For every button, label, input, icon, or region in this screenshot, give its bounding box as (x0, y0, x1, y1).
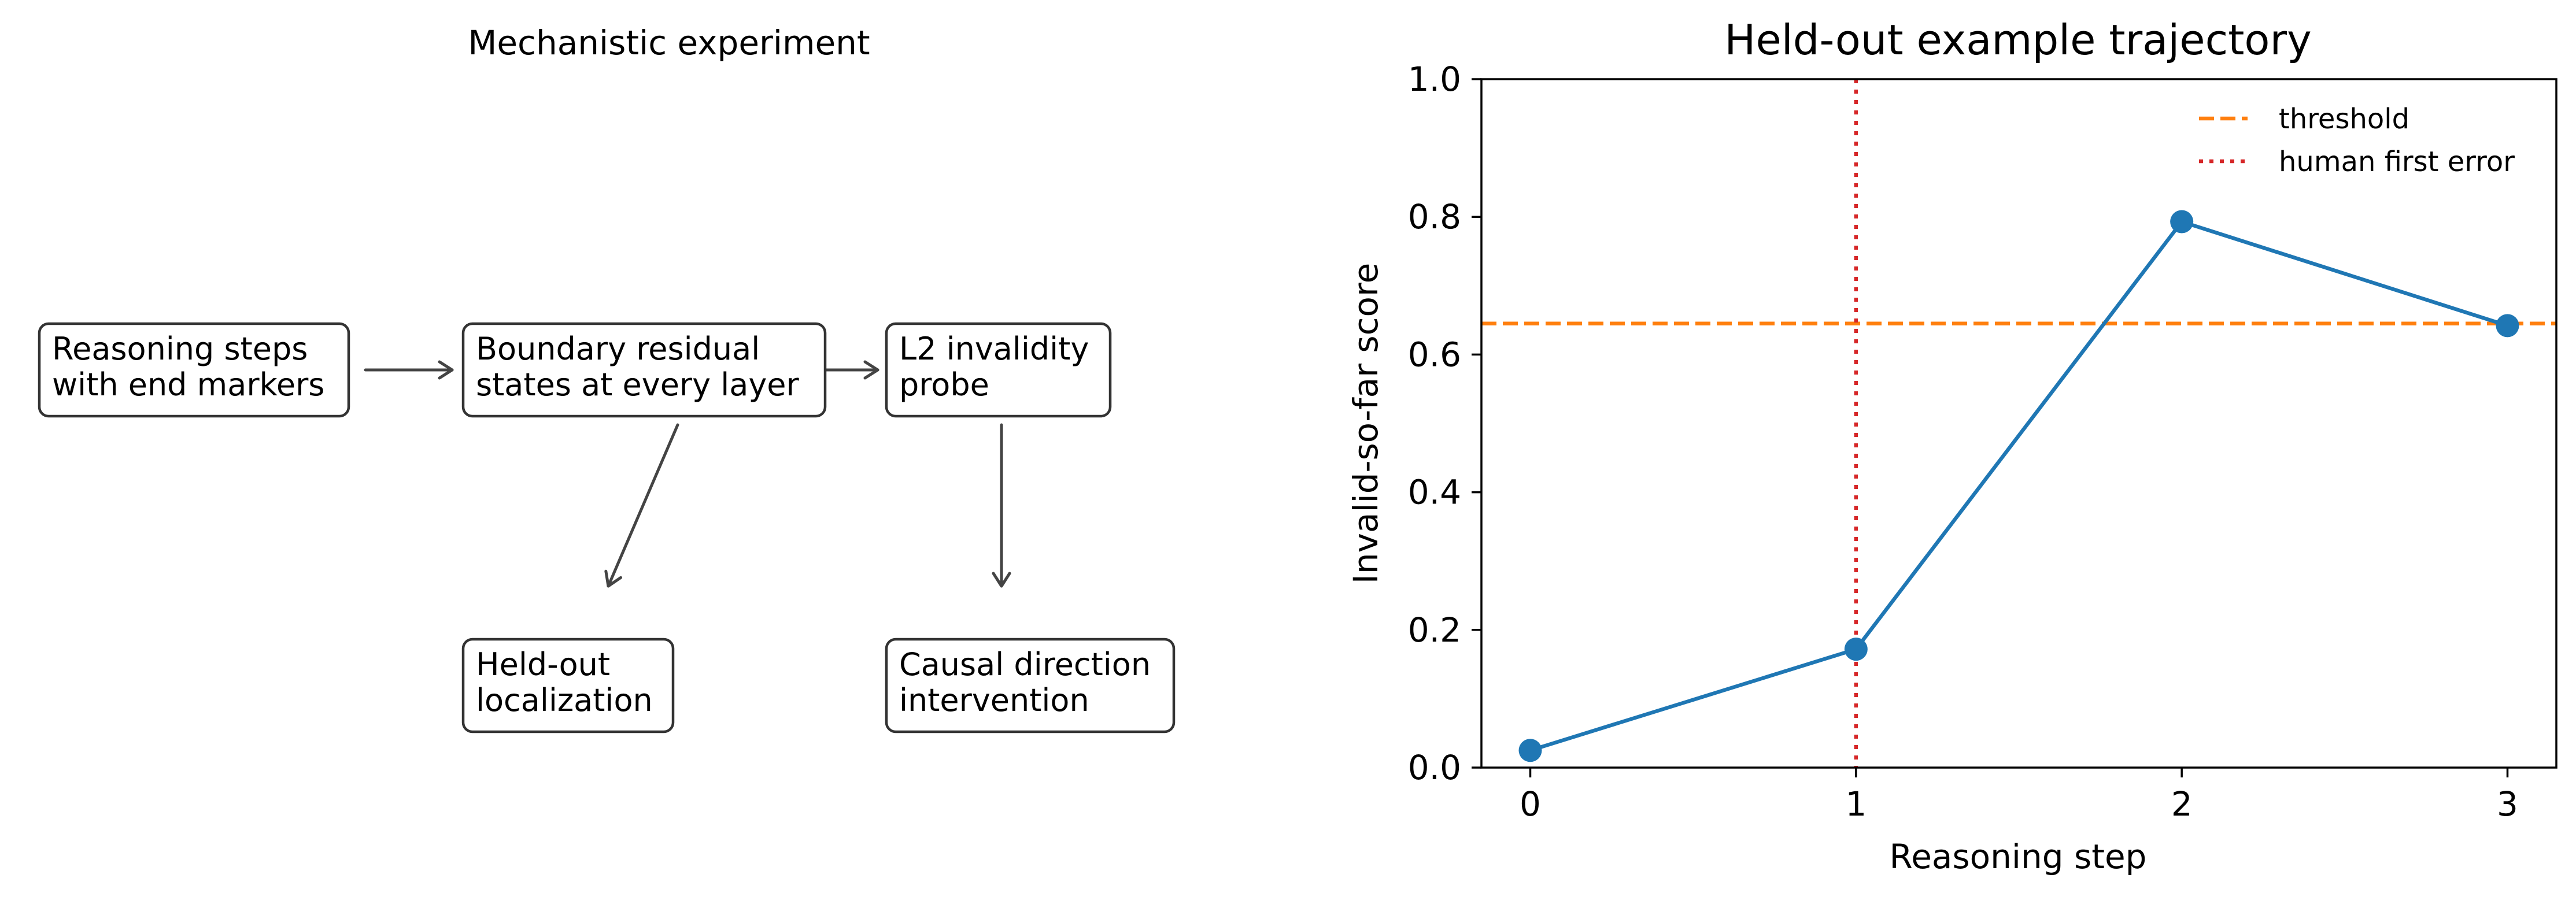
chart-reference-lines (1481, 79, 2556, 768)
box-boundary-residual: Boundary residual states at every layer (461, 322, 827, 418)
x-tick-label: 2 (2171, 784, 2193, 824)
box-boundary-residual-line-1: Boundary residual (476, 331, 760, 367)
x-tick-label: 3 (2497, 784, 2518, 824)
data-point-step-1 (1844, 638, 1868, 661)
box-l2-probe-frame (885, 322, 1112, 418)
chart-series (1518, 210, 2519, 762)
box-reasoning-steps-line-1: Reasoning steps (52, 331, 308, 367)
box-held-out-localization-line-1: Held-out (476, 646, 610, 683)
data-point-step-0 (1518, 739, 1542, 762)
series-line (1529, 220, 2508, 753)
y-tick-label: 0.2 (1408, 610, 1461, 650)
arrow-reasoning-steps-to-boundary-residual (364, 360, 454, 380)
box-causal-intervention-line-2: intervention (899, 682, 1089, 718)
arrow-head (438, 360, 454, 380)
legend-label-human-first-error: human first error (2279, 146, 2515, 178)
legend-label-threshold: threshold (2279, 103, 2409, 135)
y-tick-label: 0.6 (1408, 335, 1461, 374)
data-point-step-2 (2170, 210, 2194, 234)
chart-ticks: 0.0 0.2 0.4 0.6 0.8 1.0 0 1 2 3 (1408, 60, 2518, 824)
box-boundary-residual-frame (461, 322, 827, 418)
box-reasoning-steps-frame (38, 322, 350, 418)
trajectory-chart: Held-out example trajectory 0.0 0.2 0.4 0.6… (1346, 16, 2557, 876)
arrow-boundary-residual-to-held-out-localization (604, 423, 679, 588)
box-held-out-localization-line-2: localization (476, 682, 653, 718)
y-axis-label: Invalid-so-far score (1346, 263, 1385, 584)
arrow-head (863, 360, 879, 380)
arrow-shaft (607, 423, 679, 588)
legend-entry-threshold: threshold (2199, 103, 2409, 135)
box-boundary-residual-line-2: states at every layer (476, 366, 800, 403)
y-tick-label: 0.4 (1408, 473, 1461, 512)
box-reasoning-steps-line-2: with end markers (52, 366, 324, 403)
data-point-step-3 (2496, 314, 2519, 338)
x-tick-label: 0 (1520, 784, 1541, 824)
box-causal-intervention-frame (885, 638, 1176, 733)
y-tick-label: 0.8 (1408, 197, 1461, 236)
arrow-head (992, 572, 1011, 588)
y-tick-label: 0.0 (1408, 748, 1461, 787)
chart-title: Held-out example trajectory (1724, 16, 2311, 64)
x-axis-label: Reasoning step (1890, 837, 2147, 876)
box-causal-intervention: Causal direction intervention (885, 638, 1176, 733)
diagram-title: Mechanistic experiment (468, 23, 870, 62)
y-tick-label: 1.0 (1408, 60, 1461, 99)
box-causal-intervention-line-1: Causal direction (899, 646, 1151, 683)
box-held-out-localization: Held-out localization (461, 638, 675, 733)
flow-diagram: Mechanistic experiment Reasoning steps w… (38, 23, 1176, 733)
box-l2-probe-line-1: L2 invalidity (899, 331, 1089, 367)
diagram-boxes: Reasoning steps with end markers Boundar… (38, 322, 1176, 733)
plot-frame (1480, 78, 2557, 769)
arrow-head (604, 569, 623, 588)
arrow-l2-probe-to-causal-intervention (992, 423, 1011, 588)
box-reasoning-steps: Reasoning steps with end markers (38, 322, 350, 418)
x-tick-label: 1 (1845, 784, 1867, 824)
box-l2-probe: L2 invalidity probe (885, 322, 1112, 418)
legend-entry-human-first-error: human first error (2199, 146, 2515, 178)
box-l2-probe-line-2: probe (899, 366, 989, 403)
chart-legend: threshold human first error (2199, 103, 2515, 178)
box-held-out-localization-frame (461, 638, 675, 733)
